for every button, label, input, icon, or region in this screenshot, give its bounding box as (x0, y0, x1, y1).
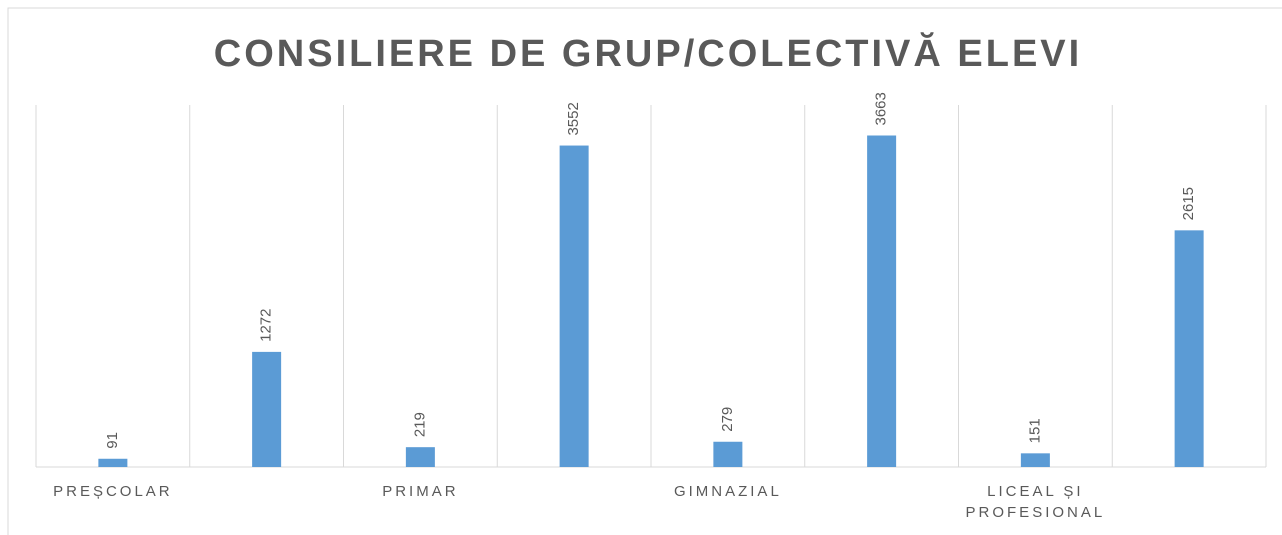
bar (1020, 453, 1050, 467)
bar (405, 447, 435, 467)
bar (867, 135, 897, 467)
data-label: 2615 (1180, 187, 1197, 220)
bar (98, 458, 128, 467)
data-label: 279 (719, 407, 736, 432)
chart-border (7, 7, 1282, 535)
data-label: 91 (104, 432, 121, 449)
x-tick-label: GIMNAZIAL (673, 483, 782, 500)
x-tick-label: LICEAL ȘI PROFESIONAL (965, 483, 1106, 521)
x-tick-label: PRIMAR (382, 483, 459, 500)
bar (252, 351, 282, 467)
data-label: 1272 (258, 309, 275, 342)
data-label: 219 (411, 412, 428, 437)
chart-title: CONSILIERE DE GRUP/COLECTIVĂ ELEVI (214, 31, 1082, 75)
data-label: 151 (1026, 418, 1043, 443)
data-label: 3663 (873, 92, 890, 125)
bar (1174, 230, 1204, 467)
bar (713, 441, 743, 467)
x-tick-label: PREȘCOLAR (53, 483, 173, 500)
data-label: 3552 (565, 102, 582, 135)
bar (559, 145, 589, 467)
